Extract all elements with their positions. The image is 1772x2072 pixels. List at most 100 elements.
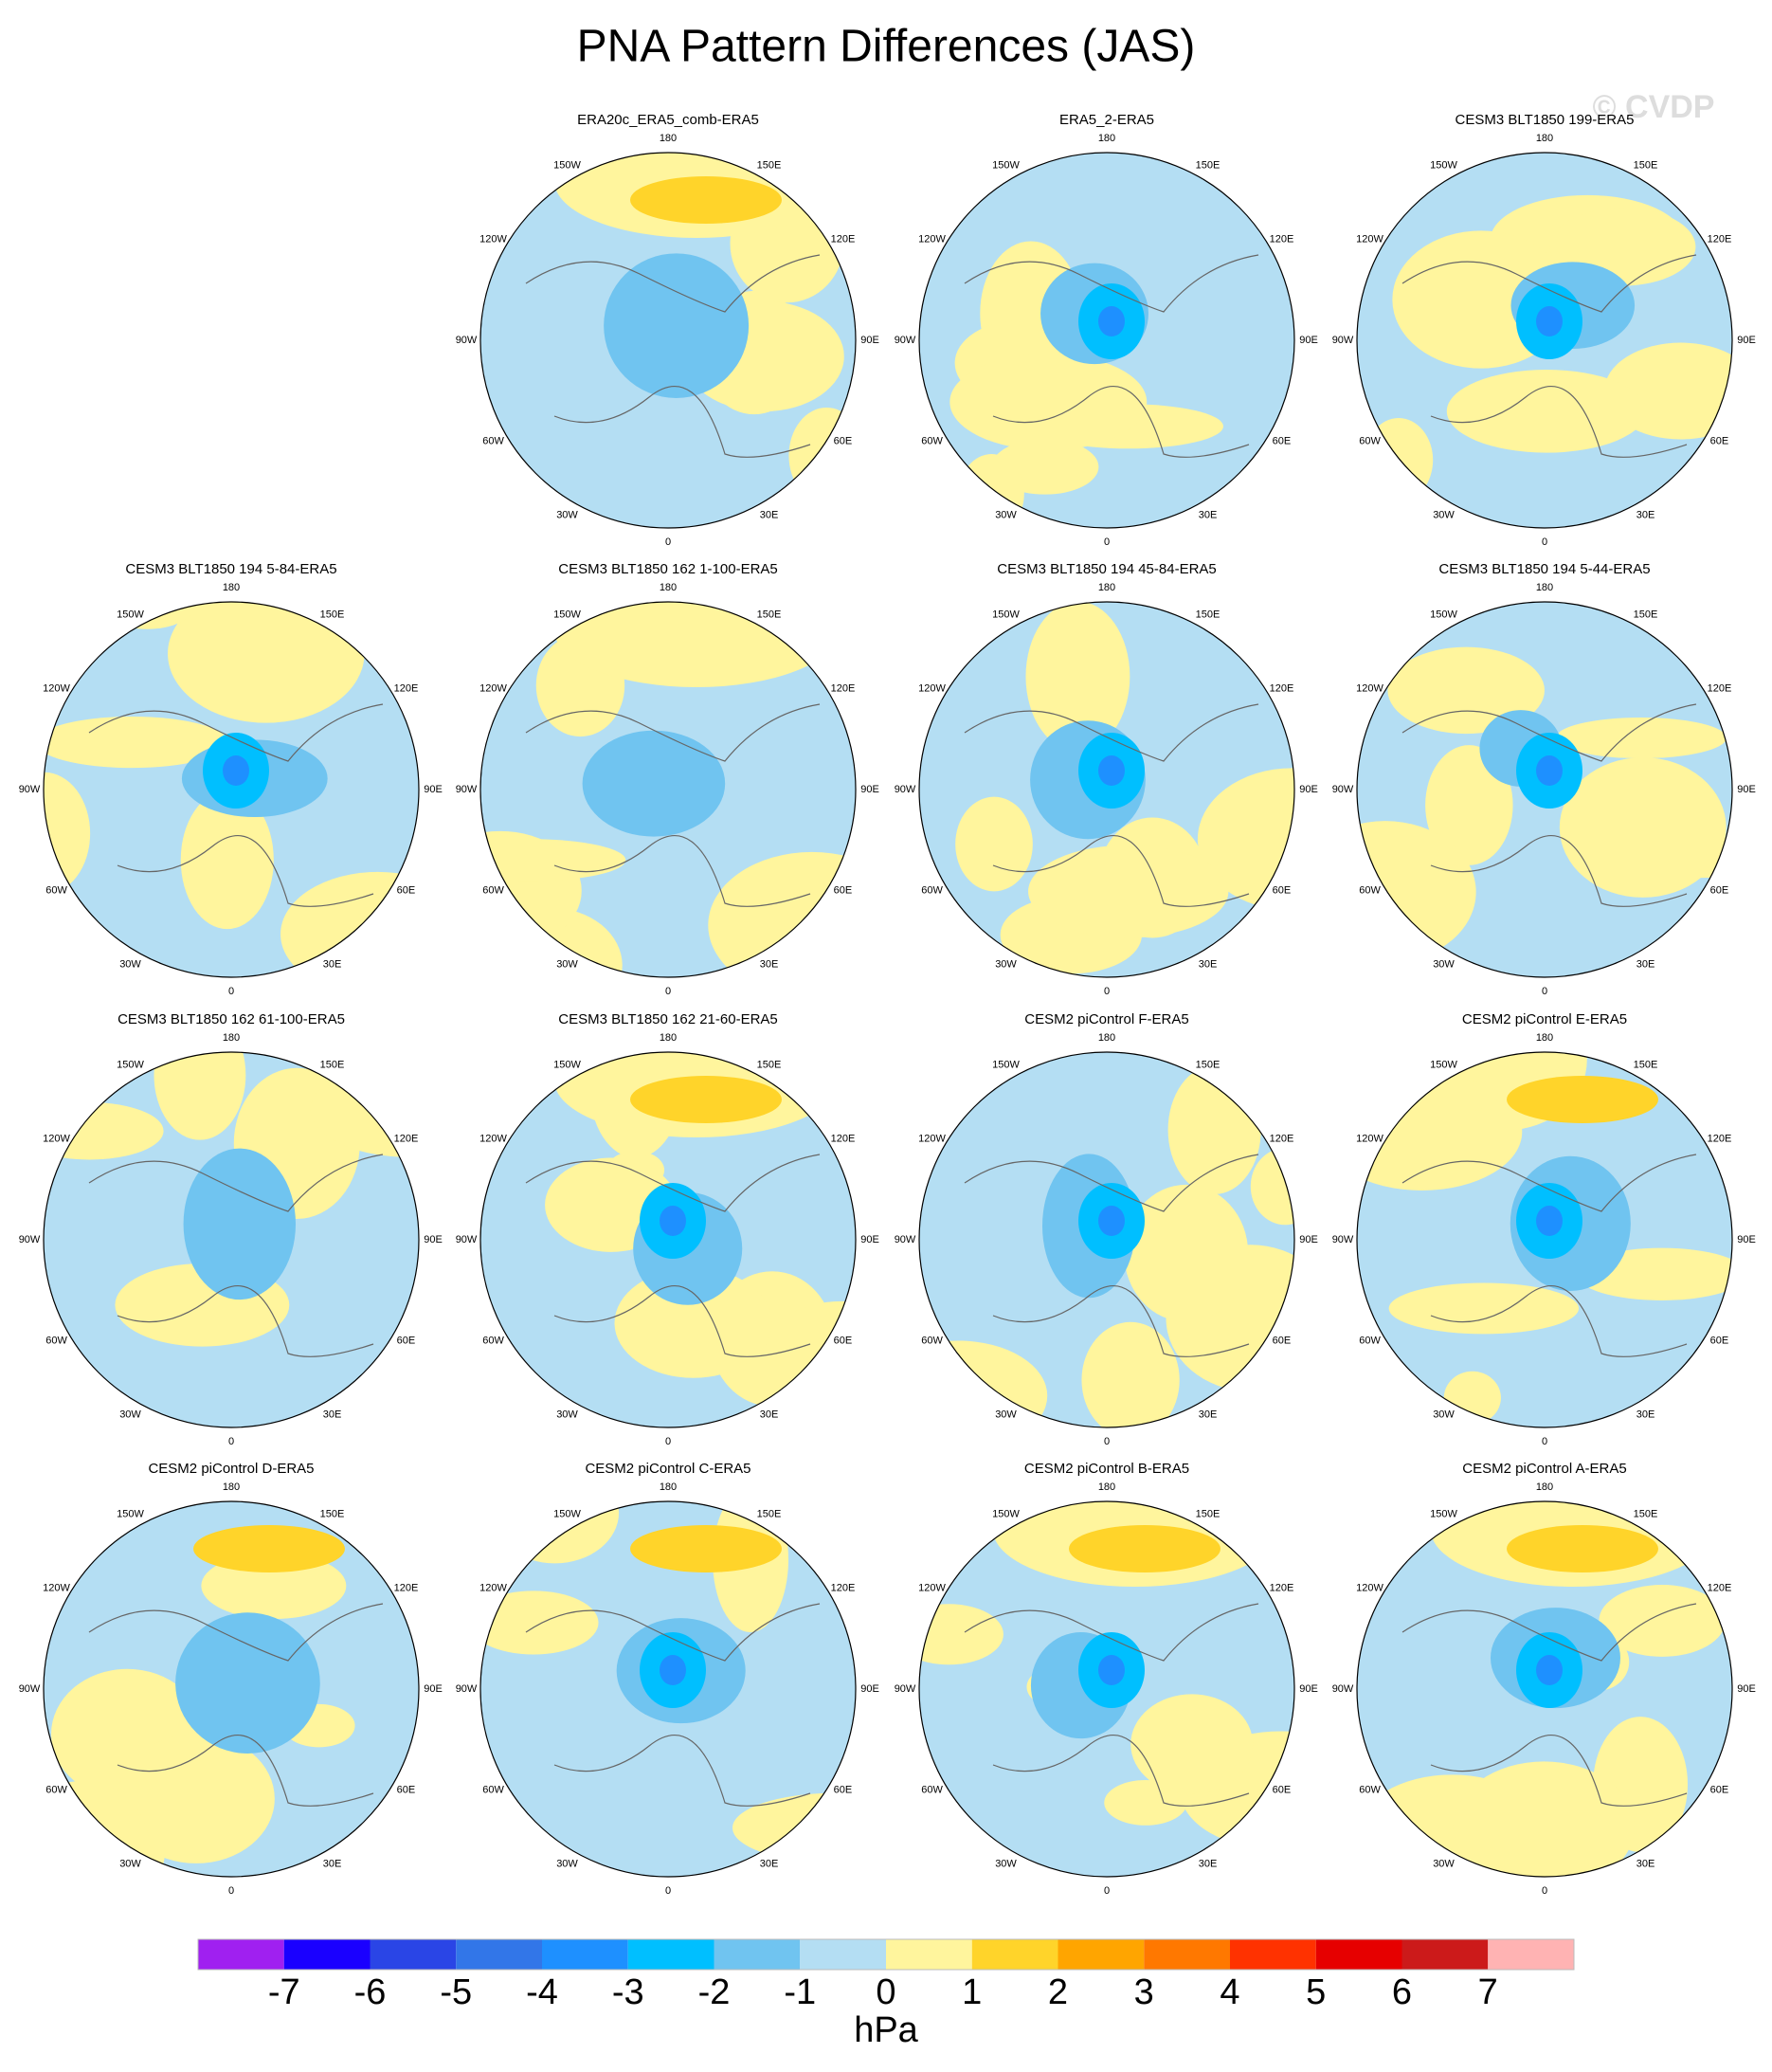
- negative-region: [1536, 755, 1563, 786]
- panel-title: CESM3 BLT1850 199-ERA5: [1456, 112, 1635, 128]
- longitude-label: 90E: [1299, 1234, 1318, 1245]
- positive-region: [763, 1300, 856, 1405]
- colorbar-tick-label: 6: [1392, 1972, 1412, 2012]
- longitude-label: 180: [1098, 1481, 1115, 1493]
- map-border: [479, 1500, 857, 1878]
- longitude-label: 120W: [1356, 682, 1383, 694]
- positive-region: [708, 851, 856, 977]
- strong-positive-region: [630, 176, 782, 224]
- longitude-label: 60W: [482, 884, 504, 896]
- longitude-label: 90W: [1332, 784, 1354, 795]
- longitude-label: 150W: [992, 1059, 1020, 1070]
- longitude-label: 90W: [456, 335, 478, 346]
- strong-positive-region: [193, 1525, 345, 1572]
- longitude-label: 60W: [482, 1335, 504, 1346]
- map-border: [479, 1051, 857, 1428]
- map-border: [1356, 601, 1733, 978]
- colorbar-box: [971, 1939, 1058, 1970]
- colorbar-frame: [197, 1938, 1575, 1971]
- colorbar-tick-label: -5: [440, 1972, 472, 2012]
- panel-title: CESM2 piControl A-ERA5: [1462, 1461, 1626, 1477]
- colorbar-box: [1058, 1939, 1145, 1970]
- longitude-label: 30E: [1199, 1858, 1218, 1869]
- longitude-label: 90E: [424, 1683, 443, 1695]
- longitude-label: 30E: [1636, 509, 1655, 520]
- longitude-label: 180: [223, 582, 240, 593]
- coastline: [964, 703, 1259, 907]
- positive-region: [154, 1052, 246, 1140]
- longitude-label: 150E: [320, 1059, 345, 1070]
- longitude-label: 120E: [1708, 1582, 1732, 1593]
- colorbar-box: [542, 1939, 628, 1970]
- map-panel: [919, 153, 1294, 528]
- longitude-label: 180: [660, 133, 677, 144]
- longitude-label: 30E: [1199, 958, 1218, 970]
- positive-region: [1104, 1779, 1187, 1826]
- colorbar-tick-label: 2: [1048, 1972, 1068, 2012]
- longitude-label: 120W: [43, 1582, 70, 1593]
- longitude-label: 30W: [995, 958, 1017, 970]
- longitude-label: 120W: [479, 682, 507, 694]
- longitude-label: 90W: [895, 784, 916, 795]
- longitude-label: 30W: [556, 509, 578, 520]
- map-border: [918, 1500, 1295, 1878]
- positive-region: [1081, 1321, 1180, 1427]
- longitude-label: 0: [228, 1436, 234, 1447]
- positive-region: [44, 716, 228, 769]
- longitude-label: 120E: [394, 1133, 419, 1144]
- map-panel: [919, 1052, 1294, 1427]
- figure-title: PNA Pattern Differences (JAS): [577, 22, 1196, 72]
- longitude-label: 150W: [992, 159, 1020, 171]
- longitude-label: 120E: [1708, 233, 1732, 245]
- longitude-label: 30W: [995, 1858, 1017, 1869]
- longitude-label: 150E: [1634, 1508, 1658, 1519]
- longitude-label: 180: [1098, 1032, 1115, 1044]
- longitude-label: 150W: [117, 1059, 144, 1070]
- longitude-label: 120W: [479, 1582, 507, 1593]
- longitude-label: 0: [665, 1885, 671, 1897]
- positive-region: [180, 791, 274, 930]
- map-border: [1356, 1500, 1733, 1878]
- coastline: [88, 1603, 384, 1807]
- coastline: [1401, 703, 1697, 907]
- longitude-label: 120E: [1270, 233, 1294, 245]
- longitude-label: 60E: [834, 435, 853, 446]
- longitude-label: 0: [1542, 536, 1547, 548]
- strong-positive-region: [630, 1525, 782, 1572]
- colorbar-tick-label: -7: [268, 1972, 300, 2012]
- negative-region: [660, 1206, 686, 1236]
- coastline: [1401, 1603, 1697, 1807]
- longitude-label: 150E: [757, 159, 782, 171]
- positive-region: [480, 466, 532, 528]
- map-panel: [1357, 153, 1732, 528]
- map-panel: [44, 1501, 419, 1877]
- longitude-label: 150E: [757, 609, 782, 620]
- longitude-label: 90E: [424, 784, 443, 795]
- map-panel: [919, 1501, 1294, 1877]
- map-border: [43, 1500, 420, 1878]
- longitude-label: 60E: [834, 1784, 853, 1795]
- longitude-label: 30W: [1433, 509, 1455, 520]
- positive-region: [614, 1267, 772, 1378]
- coastline: [964, 254, 1259, 458]
- positive-region: [1250, 1148, 1294, 1226]
- negative-region: [1098, 306, 1125, 336]
- longitude-label: 120E: [1708, 682, 1732, 694]
- positive-region: [804, 1501, 856, 1557]
- colorbar-tick-label: 5: [1306, 1972, 1326, 2012]
- longitude-label: 60W: [482, 1784, 504, 1795]
- longitude-label: 120W: [918, 1133, 946, 1144]
- longitude-label: 0: [1104, 986, 1110, 997]
- longitude-label: 90E: [860, 784, 879, 795]
- longitude-label: 60E: [397, 1784, 416, 1795]
- longitude-label: 60E: [1710, 1784, 1729, 1795]
- panel-title: CESM3 BLT1850 162 1-100-ERA5: [558, 561, 778, 577]
- longitude-label: 30E: [760, 958, 779, 970]
- panel-title: CESM3 BLT1850 162 61-100-ERA5: [118, 1011, 345, 1027]
- longitude-label: 60E: [397, 1335, 416, 1346]
- longitude-label: 180: [660, 1032, 677, 1044]
- longitude-label: 120W: [1356, 1133, 1383, 1144]
- positive-region: [1559, 757, 1727, 898]
- map-border: [1356, 152, 1733, 529]
- panel-title: ERA5_2-ERA5: [1059, 112, 1154, 128]
